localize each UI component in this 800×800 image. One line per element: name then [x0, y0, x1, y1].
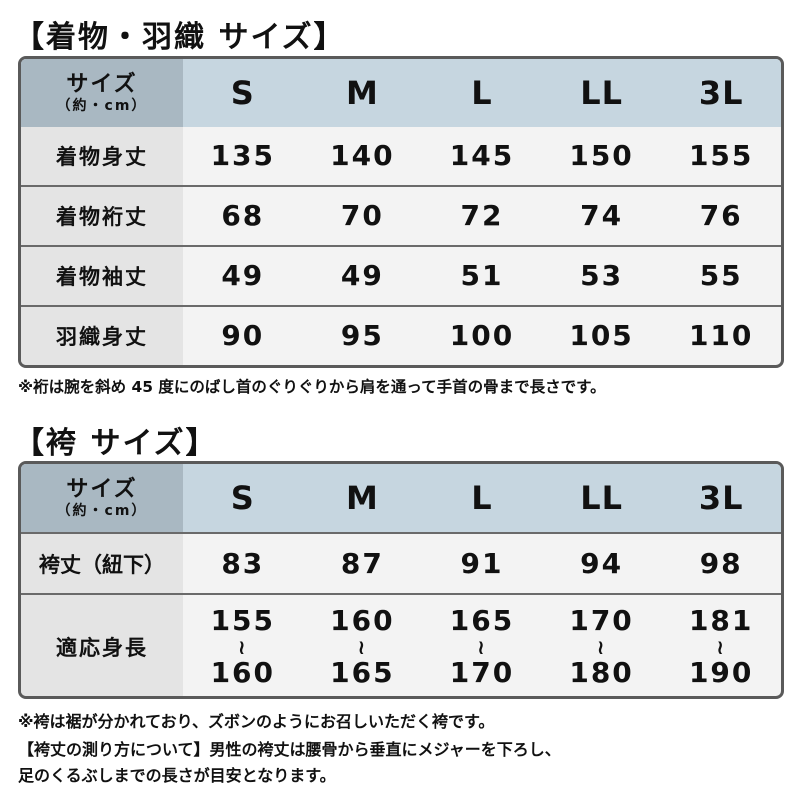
range-max: 190	[688, 655, 754, 689]
cell: 90	[221, 319, 265, 352]
row-label: 羽織身丈	[21, 307, 183, 365]
cell: 68	[221, 199, 265, 232]
range-min: 170	[569, 603, 634, 637]
size-label: サイズ	[66, 476, 138, 502]
cell: 74	[580, 199, 624, 232]
cell: 49	[340, 259, 384, 292]
range-tilde: ≀	[357, 634, 368, 659]
cell: 94	[580, 546, 624, 580]
cell: 87	[340, 546, 384, 580]
cell: 105	[569, 319, 634, 352]
cell: 83	[221, 546, 265, 580]
cell: 98	[699, 546, 743, 580]
header-label: サイズ （約・cm）	[21, 464, 183, 532]
cell: 72	[460, 199, 504, 232]
range-tilde: ≀	[596, 634, 607, 659]
size-label: サイズ	[66, 71, 138, 97]
cell: 135	[210, 139, 276, 172]
unit-label: （約・cm）	[56, 97, 148, 114]
range-max: 170	[449, 655, 515, 689]
header-row: サイズ （約・cm） S M L LL 3L	[21, 464, 781, 532]
size-3l: 3L	[698, 74, 744, 112]
row-label: 適応身長	[21, 595, 183, 696]
size-l: L	[471, 479, 493, 517]
range-min: 160	[330, 603, 395, 637]
cell: 51	[460, 259, 504, 292]
cell: 155	[688, 139, 754, 172]
cell: 55	[699, 259, 743, 292]
cell: 49	[221, 259, 265, 292]
kimono-size-table: サイズ （約・cm） S M L LL 3L 着物身丈 135 140 145 150 1…	[18, 56, 784, 368]
table-row: 羽織身丈 90 95 100 105 110	[21, 305, 781, 365]
size-m: M	[345, 479, 379, 517]
header-label: サイズ （約・cm）	[21, 59, 183, 127]
hakama-size-table: サイズ （約・cm） S M L LL 3L 袴丈（紐下） 83 87 91 9…	[18, 461, 784, 699]
cell: 145	[449, 139, 515, 172]
height-range-cell: 155 ≀ 160	[183, 595, 303, 696]
header-row: サイズ （約・cm） S M L LL 3L	[21, 59, 781, 127]
hakama-note-1: ※袴は裾が分かれており、ズボンのようにお召しいただく袴です。	[18, 712, 495, 731]
hakama-note-3: 足のくるぶしまでの長さが目安となります。	[18, 766, 336, 785]
cell: 91	[460, 546, 504, 580]
hakama-note-2: 【袴丈の測り方について】男性の袴丈は腰骨から垂直にメジャーを下ろし、	[18, 740, 561, 759]
range-max: 160	[210, 655, 276, 689]
row-label: 着物袖丈	[21, 247, 183, 305]
range-min: 155	[210, 603, 276, 637]
size-s: S	[230, 74, 255, 112]
table-row: 着物袖丈 49 49 51 53 55	[21, 245, 781, 305]
range-min: 181	[688, 603, 754, 637]
row-label: 着物身丈	[21, 127, 183, 185]
range-tilde: ≀	[477, 634, 487, 659]
range-max: 180	[569, 655, 634, 689]
cell: 53	[580, 259, 624, 292]
size-3l: 3L	[698, 479, 744, 517]
cell: 95	[340, 319, 384, 352]
unit-label: （約・cm）	[56, 502, 148, 519]
range-min: 165	[449, 603, 515, 637]
height-range-cell: 181 ≀ 190	[661, 595, 781, 696]
hakama-title: 【袴 サイズ】	[14, 426, 218, 461]
table-row: 着物裄丈 68 70 72 74 76	[21, 185, 781, 245]
size-l: L	[471, 74, 493, 112]
cell: 140	[330, 139, 395, 172]
cell: 100	[449, 319, 515, 352]
height-range-cell: 170 ≀ 180	[542, 595, 662, 696]
size-s: S	[230, 479, 255, 517]
height-range-cell: 165 ≀ 170	[422, 595, 542, 696]
range-tilde: ≀	[716, 634, 726, 659]
height-range-cell: 160 ≀ 165	[303, 595, 423, 696]
range-tilde: ≀	[238, 634, 248, 659]
row-label: 着物裄丈	[21, 187, 183, 245]
range-max: 165	[330, 655, 395, 689]
size-m: M	[345, 74, 379, 112]
size-ll: LL	[580, 479, 623, 517]
cell: 110	[688, 319, 754, 352]
cell: 150	[569, 139, 634, 172]
size-ll: LL	[580, 74, 623, 112]
cell: 76	[699, 199, 743, 232]
kimono-title: 【着物・羽織 サイズ】	[14, 20, 346, 55]
hakama-length-row: 袴丈（紐下） 83 87 91 94 98	[21, 532, 781, 593]
kimono-note: ※裄は腕を斜め 45 度にのばし首のぐりぐりから肩を通って手首の骨まで長さです。	[18, 378, 606, 396]
table-row: 着物身丈 135 140 145 150 155	[21, 127, 781, 185]
hakama-height-row: 適応身長 155 ≀ 160 160 ≀ 165 165 ≀ 170 170 ≀ 180 181 ≀ 190	[21, 593, 781, 696]
row-label: 袴丈（紐下）	[21, 534, 183, 593]
cell: 70	[340, 199, 384, 232]
